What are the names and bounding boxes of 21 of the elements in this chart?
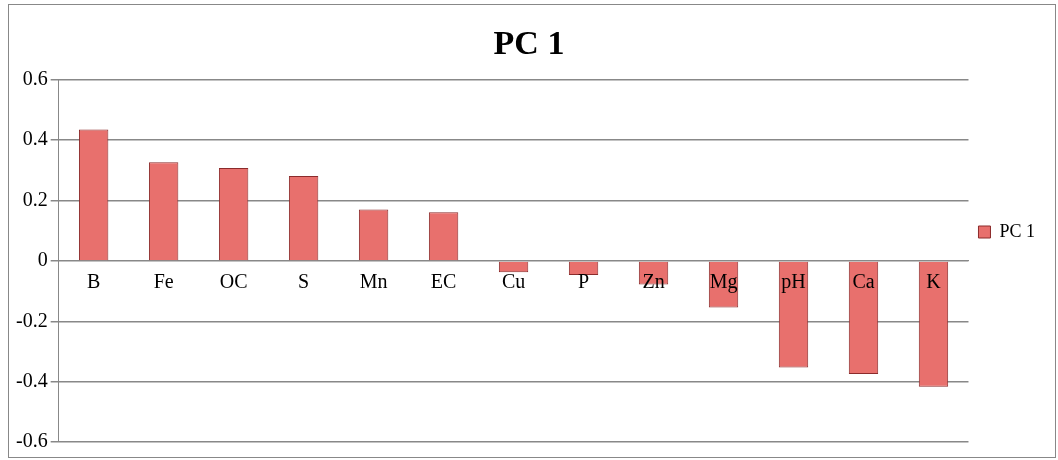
legend-label: PC 1 <box>999 220 1036 241</box>
x-tick-label: Cu <box>501 270 526 293</box>
x-tick-label: pH <box>781 270 806 294</box>
y-tick-label: -0.2 <box>15 308 48 331</box>
x-tick-label: EC <box>430 270 457 293</box>
x-tick-label: Mn <box>359 270 388 293</box>
y-tick-label: -0.6 <box>15 429 48 452</box>
x-tick-label: Ca <box>852 270 875 293</box>
x-tick-label: OC <box>219 270 248 293</box>
x-tick-label: B <box>86 270 101 293</box>
x-tick-label: Fe <box>153 270 174 293</box>
x-tick-label: K <box>926 270 942 293</box>
x-tick-label: S <box>298 270 310 293</box>
y-tick-label: 0 <box>37 248 48 271</box>
y-tick-label: -0.4 <box>15 368 48 391</box>
y-tick-label: 0.4 <box>22 127 48 150</box>
x-tick-label: P <box>578 270 590 293</box>
y-tick-label: 0.6 <box>22 67 48 90</box>
y-tick-label: 0.2 <box>22 187 48 210</box>
x-tick-label: Mg <box>709 270 738 294</box>
chart-title: PC 1 <box>493 24 565 62</box>
